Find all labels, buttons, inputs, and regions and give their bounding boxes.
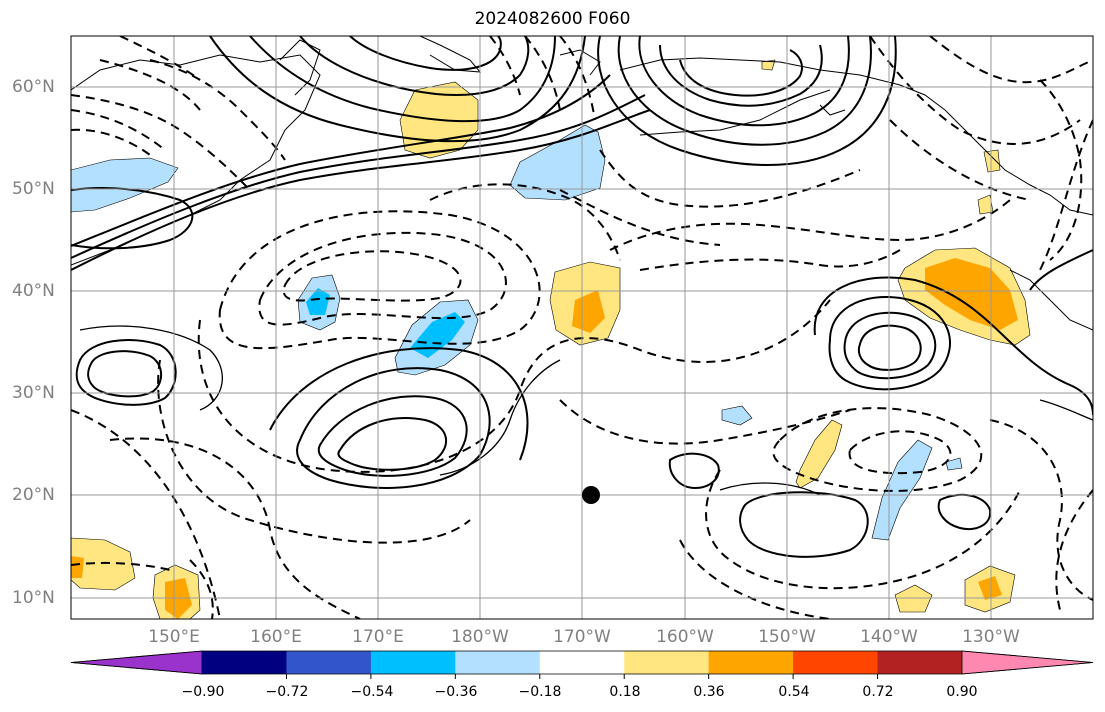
colorbar-label: 0.90 [946, 684, 978, 700]
colorbar-swatch [708, 651, 794, 674]
map-title: 2024082600 F060 [474, 9, 631, 29]
colorbar-frame [70, 650, 1094, 675]
lon-label-140w: 140°W [860, 627, 918, 647]
colorbar-swatch [877, 651, 963, 674]
lon-label-130w: 130°W [962, 627, 1020, 647]
lat-label-40n: 40°N [12, 281, 55, 301]
lat-label-10n: 10°N [12, 588, 55, 608]
lon-label-160e: 160°E [250, 627, 302, 647]
colorbar-label: −0.72 [265, 684, 309, 700]
colorbar-swatch [286, 651, 372, 674]
lon-label-180w: 180°W [451, 627, 509, 647]
colorbar-label: 0.36 [693, 684, 725, 700]
storm-center-marker [582, 486, 600, 504]
colorbar-label: −0.36 [434, 684, 478, 700]
colorbar-swatch [539, 651, 625, 674]
colorbar-label: −0.18 [518, 684, 562, 700]
colorbar-extend-high [961, 650, 1094, 675]
colorbar-label: 0.54 [778, 684, 810, 700]
plot-frame [70, 35, 1094, 620]
negative-contours [71, 36, 1093, 619]
map-plot-area [71, 36, 1093, 619]
colorbar-extend-low [70, 650, 203, 675]
colorbar-label: −0.54 [350, 684, 394, 700]
colorbar-swatch [370, 651, 456, 674]
colorbar-swatch [793, 651, 879, 674]
colorbar-label: 0.18 [609, 684, 641, 700]
lat-label-30n: 30°N [12, 383, 55, 403]
lat-label-20n: 20°N [12, 485, 55, 505]
graticule [71, 36, 1093, 619]
colorbar-swatch [455, 651, 541, 674]
colorbar-label: 0.72 [862, 684, 894, 700]
colorbar [70, 650, 1094, 679]
lon-label-150e: 150°E [148, 627, 200, 647]
zero-contours [79, 325, 1093, 496]
negative-anomaly-shading [71, 124, 963, 541]
lon-label-170e: 170°E [352, 627, 404, 647]
colorbar-swatch [202, 651, 287, 674]
lon-label-170w: 170°W [553, 627, 611, 647]
lon-label-150w: 150°W [758, 627, 816, 647]
lat-label-60n: 60°N [12, 77, 55, 97]
colorbar-swatch [624, 651, 710, 674]
lon-label-160w: 160°W [656, 627, 714, 647]
positive-anomaly-shading [71, 59, 1031, 619]
lat-label-50n: 50°N [12, 179, 55, 199]
colorbar-label: −0.90 [181, 684, 225, 700]
